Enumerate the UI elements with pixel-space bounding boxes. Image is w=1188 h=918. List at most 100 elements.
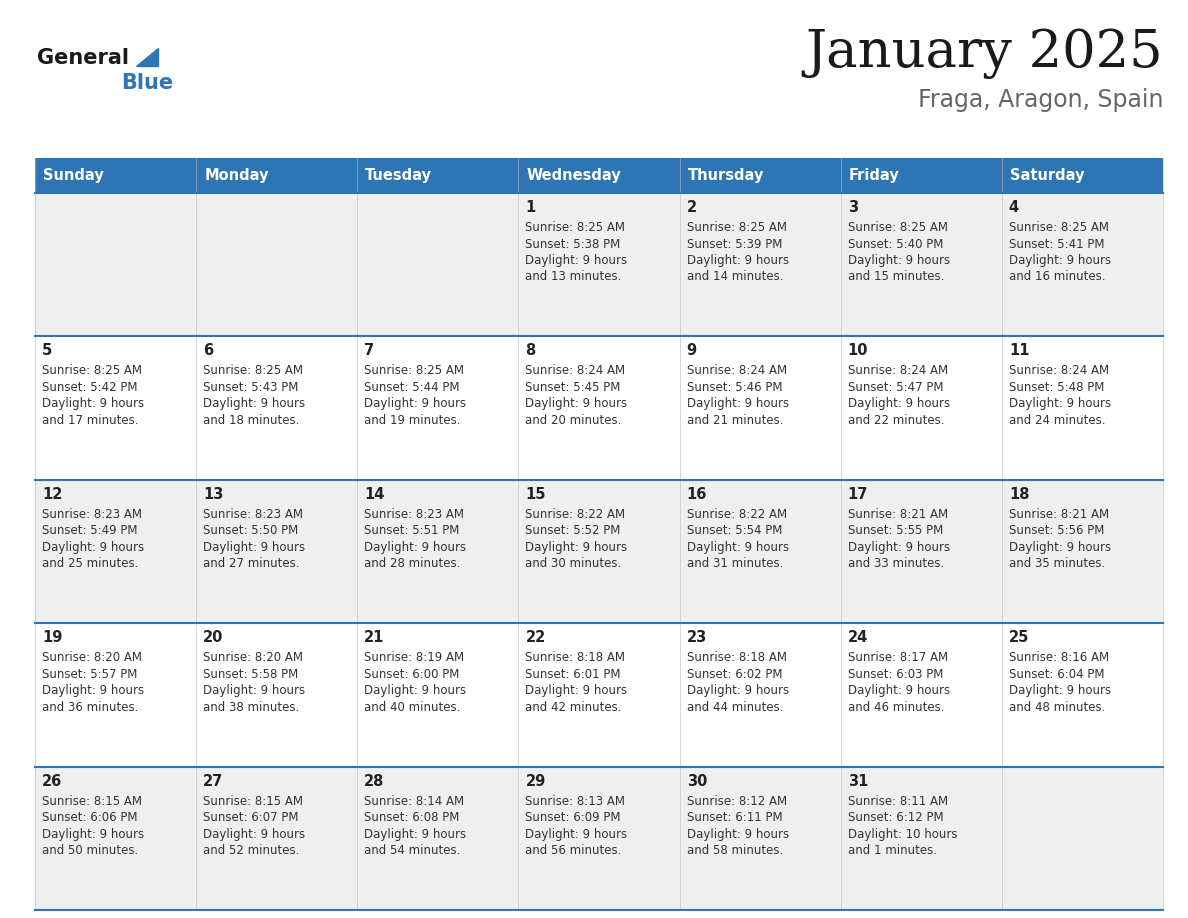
Text: 5: 5 — [42, 343, 52, 358]
Text: Sunrise: 8:15 AM: Sunrise: 8:15 AM — [42, 795, 143, 808]
Bar — [841, 336, 1001, 480]
Text: Sunset: 5:46 PM: Sunset: 5:46 PM — [687, 381, 782, 394]
Text: General: General — [37, 48, 129, 68]
Text: 31: 31 — [848, 774, 868, 789]
Text: and 56 minutes.: and 56 minutes. — [525, 844, 621, 857]
Text: 30: 30 — [687, 774, 707, 789]
Text: Sunset: 6:06 PM: Sunset: 6:06 PM — [42, 812, 138, 824]
Text: Sunrise: 8:21 AM: Sunrise: 8:21 AM — [1009, 508, 1108, 521]
Text: Sunrise: 8:25 AM: Sunrise: 8:25 AM — [848, 221, 948, 234]
Text: Daylight: 9 hours: Daylight: 9 hours — [1009, 254, 1111, 267]
Text: Daylight: 9 hours: Daylight: 9 hours — [203, 828, 305, 841]
Text: 20: 20 — [203, 630, 223, 645]
Text: and 15 minutes.: and 15 minutes. — [848, 271, 944, 284]
Text: Sunrise: 8:25 AM: Sunrise: 8:25 AM — [525, 221, 625, 234]
Text: 2: 2 — [687, 200, 696, 215]
Text: 1: 1 — [525, 200, 536, 215]
Text: Sunset: 5:51 PM: Sunset: 5:51 PM — [365, 524, 460, 537]
Text: Sunset: 5:44 PM: Sunset: 5:44 PM — [365, 381, 460, 394]
Text: and 30 minutes.: and 30 minutes. — [525, 557, 621, 570]
Text: 13: 13 — [203, 487, 223, 502]
Text: 6: 6 — [203, 343, 214, 358]
Text: 9: 9 — [687, 343, 696, 358]
Text: Tuesday: Tuesday — [365, 168, 432, 183]
Text: 21: 21 — [365, 630, 385, 645]
Text: Blue: Blue — [121, 73, 173, 93]
Bar — [1001, 336, 1163, 480]
Text: and 42 minutes.: and 42 minutes. — [525, 700, 623, 713]
Bar — [1001, 480, 1163, 623]
Text: Sunrise: 8:23 AM: Sunrise: 8:23 AM — [365, 508, 465, 521]
Text: Daylight: 9 hours: Daylight: 9 hours — [525, 254, 627, 267]
Text: Daylight: 9 hours: Daylight: 9 hours — [687, 541, 789, 554]
Text: Sunset: 6:02 PM: Sunset: 6:02 PM — [687, 667, 782, 681]
Text: Daylight: 9 hours: Daylight: 9 hours — [525, 684, 627, 697]
Text: Daylight: 9 hours: Daylight: 9 hours — [365, 397, 467, 410]
Text: Sunset: 5:47 PM: Sunset: 5:47 PM — [848, 381, 943, 394]
Text: Daylight: 9 hours: Daylight: 9 hours — [203, 397, 305, 410]
Bar — [34, 193, 196, 336]
Bar — [680, 336, 841, 480]
Text: Sunset: 5:38 PM: Sunset: 5:38 PM — [525, 238, 620, 251]
Text: Sunrise: 8:18 AM: Sunrise: 8:18 AM — [525, 651, 625, 665]
Text: 26: 26 — [42, 774, 62, 789]
Text: Sunset: 5:52 PM: Sunset: 5:52 PM — [525, 524, 621, 537]
Bar — [196, 623, 358, 767]
Text: Sunrise: 8:21 AM: Sunrise: 8:21 AM — [848, 508, 948, 521]
Text: 3: 3 — [848, 200, 858, 215]
Text: 24: 24 — [848, 630, 868, 645]
Text: Sunset: 5:43 PM: Sunset: 5:43 PM — [203, 381, 298, 394]
Text: Sunrise: 8:12 AM: Sunrise: 8:12 AM — [687, 795, 786, 808]
Text: Sunrise: 8:24 AM: Sunrise: 8:24 AM — [525, 364, 626, 377]
Bar — [680, 623, 841, 767]
Text: and 36 minutes.: and 36 minutes. — [42, 700, 138, 713]
Text: Saturday: Saturday — [1010, 168, 1085, 183]
Text: Sunrise: 8:22 AM: Sunrise: 8:22 AM — [687, 508, 786, 521]
Text: Thursday: Thursday — [688, 168, 764, 183]
Text: Sunset: 5:41 PM: Sunset: 5:41 PM — [1009, 238, 1105, 251]
Bar — [358, 480, 518, 623]
Text: Sunset: 5:56 PM: Sunset: 5:56 PM — [1009, 524, 1104, 537]
Text: Sunrise: 8:24 AM: Sunrise: 8:24 AM — [1009, 364, 1108, 377]
Text: Sunset: 5:55 PM: Sunset: 5:55 PM — [848, 524, 943, 537]
Text: 12: 12 — [42, 487, 63, 502]
Text: and 50 minutes.: and 50 minutes. — [42, 844, 138, 857]
Text: Sunset: 6:08 PM: Sunset: 6:08 PM — [365, 812, 460, 824]
Text: 25: 25 — [1009, 630, 1029, 645]
Text: Sunrise: 8:11 AM: Sunrise: 8:11 AM — [848, 795, 948, 808]
Text: Sunset: 6:12 PM: Sunset: 6:12 PM — [848, 812, 943, 824]
Text: and 24 minutes.: and 24 minutes. — [1009, 414, 1105, 427]
Text: and 33 minutes.: and 33 minutes. — [848, 557, 944, 570]
Text: Daylight: 9 hours: Daylight: 9 hours — [848, 254, 950, 267]
Text: Sunset: 5:58 PM: Sunset: 5:58 PM — [203, 667, 298, 681]
Text: Daylight: 9 hours: Daylight: 9 hours — [365, 828, 467, 841]
Polygon shape — [135, 48, 158, 66]
Text: 16: 16 — [687, 487, 707, 502]
Text: Sunset: 5:42 PM: Sunset: 5:42 PM — [42, 381, 138, 394]
Text: Daylight: 9 hours: Daylight: 9 hours — [42, 541, 144, 554]
Text: and 52 minutes.: and 52 minutes. — [203, 844, 299, 857]
Text: 18: 18 — [1009, 487, 1029, 502]
Text: and 21 minutes.: and 21 minutes. — [687, 414, 783, 427]
Text: Sunrise: 8:25 AM: Sunrise: 8:25 AM — [365, 364, 465, 377]
Text: and 44 minutes.: and 44 minutes. — [687, 700, 783, 713]
Text: 8: 8 — [525, 343, 536, 358]
Text: Sunrise: 8:18 AM: Sunrise: 8:18 AM — [687, 651, 786, 665]
Text: Daylight: 9 hours: Daylight: 9 hours — [848, 397, 950, 410]
Bar — [841, 623, 1001, 767]
Bar — [358, 158, 518, 193]
Bar — [358, 623, 518, 767]
Text: Sunrise: 8:22 AM: Sunrise: 8:22 AM — [525, 508, 626, 521]
Text: Sunset: 6:07 PM: Sunset: 6:07 PM — [203, 812, 298, 824]
Text: Wednesday: Wednesday — [526, 168, 621, 183]
Bar — [518, 767, 680, 910]
Bar — [1001, 623, 1163, 767]
Text: Daylight: 9 hours: Daylight: 9 hours — [365, 684, 467, 697]
Text: Daylight: 9 hours: Daylight: 9 hours — [203, 541, 305, 554]
Text: Sunset: 5:54 PM: Sunset: 5:54 PM — [687, 524, 782, 537]
Text: and 54 minutes.: and 54 minutes. — [365, 844, 461, 857]
Text: Sunrise: 8:14 AM: Sunrise: 8:14 AM — [365, 795, 465, 808]
Bar — [841, 193, 1001, 336]
Text: Daylight: 9 hours: Daylight: 9 hours — [848, 541, 950, 554]
Text: and 20 minutes.: and 20 minutes. — [525, 414, 621, 427]
